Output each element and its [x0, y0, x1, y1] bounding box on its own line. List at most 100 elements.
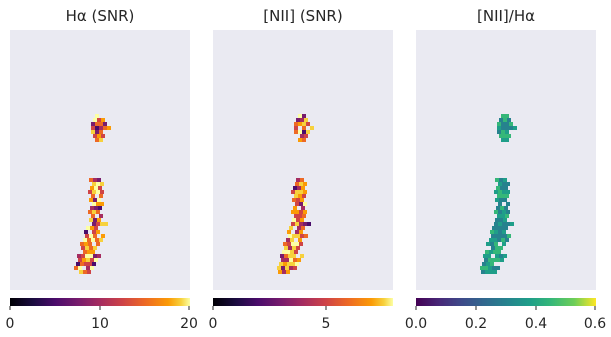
map-pixel: [291, 190, 295, 194]
map-pixel: [101, 134, 105, 138]
map-pixel: [296, 198, 300, 202]
map-pixel: [487, 254, 491, 258]
map-pixel: [295, 230, 299, 234]
map-pixel: [293, 266, 297, 270]
map-pixel: [292, 234, 296, 238]
map-pixel: [297, 226, 301, 230]
map-pixel: [289, 266, 293, 270]
map-pixel: [499, 118, 503, 122]
map-pixel: [507, 134, 511, 138]
map-pixel: [98, 206, 102, 210]
map-pixel: [93, 246, 97, 250]
map-pixel: [302, 126, 306, 130]
map-pixel: [501, 126, 505, 130]
map-pixel: [89, 218, 93, 222]
map-pixel: [303, 222, 307, 226]
map-pixel: [496, 186, 500, 190]
map-pixel: [489, 270, 493, 274]
map-pixel: [486, 262, 490, 266]
map-pixel: [89, 178, 93, 182]
map-pixel: [100, 222, 104, 226]
map-pixel: [96, 190, 100, 194]
map-pixel: [503, 134, 507, 138]
map-pixel: [497, 214, 501, 218]
map-pixel: [502, 242, 506, 246]
map-pixel: [78, 266, 82, 270]
map-pixel: [505, 138, 509, 142]
map-pixel: [287, 230, 291, 234]
map-pixel: [278, 270, 282, 274]
map-pixel: [103, 122, 107, 126]
map-pixel: [77, 254, 81, 258]
map-pixel: [99, 194, 103, 198]
map-pixel: [94, 226, 98, 230]
map-pixel: [80, 242, 84, 246]
map-pixel: [88, 190, 92, 194]
map-pixel: [97, 178, 101, 182]
map-pixel: [302, 138, 306, 142]
map-pixel: [492, 258, 496, 262]
map-pixel: [496, 266, 500, 270]
map-pixel: [303, 190, 307, 194]
map-pixel: [92, 230, 96, 234]
map-pixel: [480, 266, 484, 270]
map-pixel: [307, 222, 311, 226]
map-pixel: [298, 238, 302, 242]
map-pixel: [501, 122, 505, 126]
map-pixel: [303, 210, 307, 214]
map-pixel: [283, 242, 287, 246]
map-pixel: [93, 198, 97, 202]
map-pixel: [503, 178, 507, 182]
map-pixel: [94, 258, 98, 262]
map-pixel: [300, 178, 304, 182]
map-pixel: [302, 114, 306, 118]
map-pixel: [513, 126, 517, 130]
map-pixel: [83, 238, 87, 242]
map-pixel: [84, 230, 88, 234]
map-pixel: [503, 198, 507, 202]
map-pixel: [99, 126, 103, 130]
map-pixel: [293, 186, 297, 190]
map-pixel: [83, 250, 87, 254]
map-pixel: [287, 262, 291, 266]
map-pixel: [95, 138, 99, 142]
map-pixel: [303, 182, 307, 186]
map-pixel: [505, 214, 509, 218]
map-pixel: [501, 194, 505, 198]
map-pixel: [292, 254, 296, 258]
map-pixel: [490, 262, 494, 266]
map-pixel: [94, 206, 98, 210]
map-pixel: [306, 130, 310, 134]
map-pixel: [107, 126, 111, 130]
map-pixel: [494, 210, 498, 214]
map-pixel: [302, 194, 306, 198]
map-pixel: [503, 254, 507, 258]
map-pixel: [505, 114, 509, 118]
map-pixel: [481, 270, 485, 274]
map-pixel: [294, 126, 298, 130]
map-pixel: [91, 194, 95, 198]
map-pixel: [89, 198, 93, 202]
panel-title: [NII] (SNR): [263, 7, 342, 25]
map-pixel: [486, 242, 490, 246]
map-pixel: [91, 130, 95, 134]
map-pixel: [286, 270, 290, 274]
map-pixel: [499, 178, 503, 182]
panel-halpha-snr: Hα (SNR) 0 10 20: [6, 7, 198, 332]
map-pixel: [497, 126, 501, 130]
map-pixel: [493, 238, 497, 242]
map-pixel: [499, 234, 503, 238]
map-pixel: [302, 214, 306, 218]
map-pixel: [485, 270, 489, 274]
map-pixel: [88, 262, 92, 266]
map-pixel: [289, 226, 293, 230]
map-pixel: [502, 222, 506, 226]
map-pixel: [83, 270, 87, 274]
map-pixel: [304, 234, 308, 238]
map-pixel: [510, 222, 514, 226]
colorbar: [213, 298, 393, 306]
map-pixel: [101, 234, 105, 238]
map-pixel: [286, 250, 290, 254]
map-pixel: [504, 206, 508, 210]
